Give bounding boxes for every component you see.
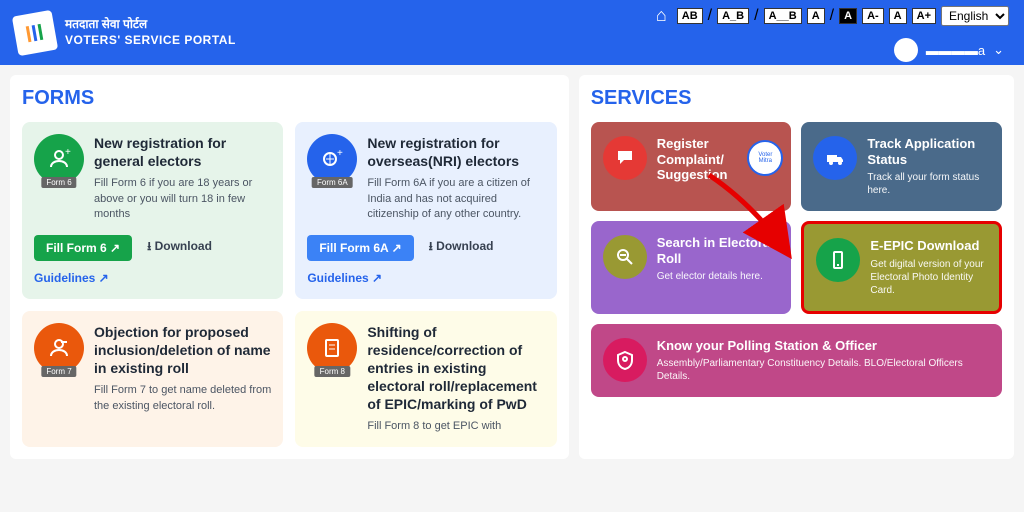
services-title: SERVICES (591, 87, 1002, 110)
form8-title: Shifting of residence/correction of entr… (367, 323, 544, 414)
fill-form6-button[interactable]: Fill Form 6 ↗ (34, 235, 132, 261)
form7-desc: Fill Form 7 to get name deleted from the… (94, 383, 271, 414)
header-bar: मतदाता सेवा पोर्टल VOTERS' SERVICE PORTA… (0, 0, 1024, 65)
form-card-8: Form 8 Shifting of residence/correction … (295, 311, 556, 447)
home-icon[interactable]: ⌂ (656, 5, 667, 26)
form6a-title: New registration for overseas(NRI) elect… (367, 134, 544, 170)
forms-title: FORMS (22, 87, 557, 110)
form6a-desc: Fill Form 6A if you are a citizen of Ind… (367, 176, 544, 222)
user-menu[interactable]: ▬▬▬▬a ⌄ (894, 38, 1004, 62)
form6-desc: Fill Form 6 if you are 18 years or above… (94, 176, 271, 222)
shield-icon (603, 338, 647, 382)
acc-a2[interactable]: A (889, 8, 907, 24)
acc-minus[interactable]: A- (862, 8, 884, 24)
service-epic-download[interactable]: E-EPIC DownloadGet digital version of yo… (801, 221, 1002, 314)
forms-section: FORMS + Form 6 New registration for gene… (10, 75, 569, 459)
acc-a-b[interactable]: A_B (717, 8, 749, 24)
acc-a-inv[interactable]: A (839, 8, 857, 24)
acc-plus[interactable]: A+ (912, 8, 936, 24)
chevron-down-icon: ⌄ (993, 42, 1004, 58)
form-card-6: + Form 6 New registration for general el… (22, 122, 283, 299)
form-card-6a: + Form 6A New registration for overseas(… (295, 122, 556, 299)
form-card-7: Form 7 Objection for proposed inclusion/… (22, 311, 283, 447)
logo-icon (12, 9, 58, 55)
logo-area: मतदाता सेवा पोर्टल VOTERS' SERVICE PORTA… (15, 13, 236, 53)
service-polling[interactable]: Know your Polling Station & OfficerAssem… (591, 324, 1002, 398)
complaint-icon (603, 136, 647, 180)
search-icon (603, 235, 647, 279)
form8-icon: Form 8 (307, 323, 357, 373)
phone-icon (816, 238, 860, 282)
acc-a1[interactable]: A (807, 8, 825, 24)
services-section: SERVICES Register Complaint/ Suggestion … (579, 75, 1014, 459)
guidelines-form6a[interactable]: Guidelines ↗ (307, 271, 382, 285)
accessibility-controls: ⌂ AB/ A_B/ A__B A/ A A- A A+ English (656, 5, 1009, 26)
download-form6a[interactable]: ⭳ Download (429, 237, 494, 258)
service-complaint[interactable]: Register Complaint/ Suggestion VoterMitr… (591, 122, 792, 211)
portal-title: मतदाता सेवा पोर्टल VOTERS' SERVICE PORTA… (65, 17, 236, 48)
truck-icon (813, 136, 857, 180)
form6-icon: + Form 6 (34, 134, 84, 184)
main-content: FORMS + Form 6 New registration for gene… (0, 65, 1024, 469)
acc-ab[interactable]: AB (677, 8, 703, 24)
form8-desc: Fill Form 8 to get EPIC with (367, 419, 544, 434)
form6-title: New registration for general electors (94, 134, 271, 170)
svg-text:+: + (337, 148, 343, 159)
guidelines-form6[interactable]: Guidelines ↗ (34, 271, 109, 285)
service-track[interactable]: Track Application StatusTrack all your f… (801, 122, 1002, 211)
fill-form6a-button[interactable]: Fill Form 6A ↗ (307, 235, 413, 261)
service-search[interactable]: Search in Electoral RollGet elector deta… (591, 221, 792, 314)
form7-icon: Form 7 (34, 323, 84, 373)
user-name: ▬▬▬▬a (926, 43, 985, 58)
svg-text:+: + (65, 147, 71, 158)
avatar-icon (894, 38, 918, 62)
acc-a--b[interactable]: A__B (764, 8, 802, 24)
form6a-icon: + Form 6A (307, 134, 357, 184)
form7-title: Objection for proposed inclusion/deletio… (94, 323, 271, 378)
language-select[interactable]: English (941, 6, 1009, 26)
download-form6[interactable]: ⭳ Download (147, 237, 212, 258)
